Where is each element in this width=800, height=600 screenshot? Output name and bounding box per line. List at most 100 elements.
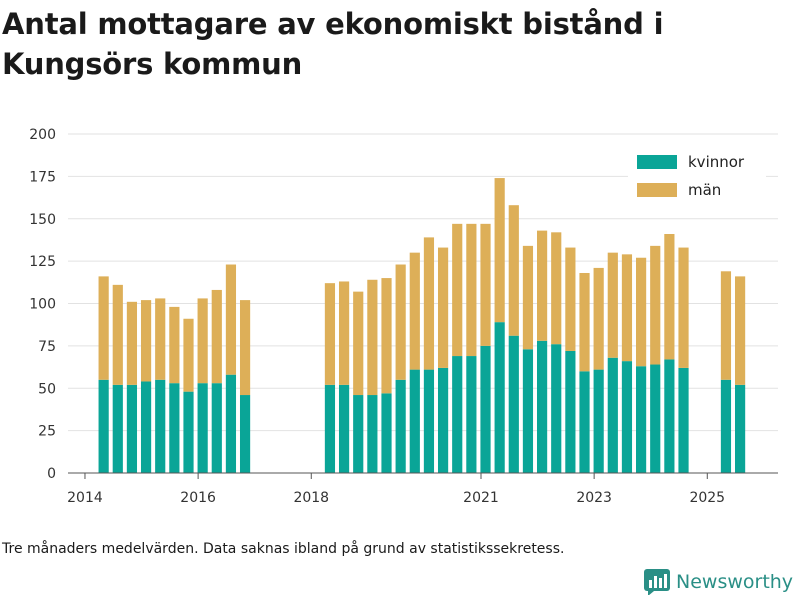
- bar-kvinnor: [466, 356, 477, 473]
- bar-kvinnor: [480, 345, 491, 473]
- bar-män: [211, 289, 222, 384]
- y-tick-label: 0: [47, 466, 56, 482]
- bar-kvinnor: [155, 379, 166, 473]
- bar-män: [353, 291, 364, 396]
- bar-kvinnor: [735, 384, 746, 473]
- bar-kvinnor: [367, 395, 378, 473]
- x-axis: 2014 2016 2018 2021 2023 2025: [67, 472, 778, 506]
- x-tick-label: 2014: [67, 490, 103, 506]
- chart-title: Antal mottagare av ekonomiskt bistånd i …: [2, 7, 664, 81]
- x-tick-label: 2016: [180, 490, 216, 506]
- bar-kvinnor: [225, 374, 237, 473]
- bar-kvinnor: [324, 384, 336, 473]
- bar-män: [367, 279, 378, 396]
- legend-swatch-män: [637, 183, 677, 197]
- bar-kvinnor: [338, 384, 350, 473]
- bar-män: [239, 300, 251, 396]
- brand-logo[interactable]: Newsworthy: [644, 569, 793, 595]
- bar-kvinnor: [720, 379, 732, 473]
- y-tick-label: 50: [38, 381, 56, 397]
- bar-kvinnor: [112, 384, 123, 473]
- legend-label-män: män: [688, 181, 721, 199]
- x-tick-label: 2023: [576, 490, 612, 506]
- legend: kvinnor män: [628, 147, 766, 205]
- bar-män: [536, 230, 548, 341]
- y-tick-label: 100: [29, 297, 56, 313]
- bar-kvinnor: [381, 393, 392, 473]
- y-tick-label: 200: [29, 127, 56, 143]
- bar-män: [621, 254, 633, 362]
- y-tick-label: 125: [29, 254, 56, 270]
- bar-män: [197, 298, 208, 384]
- bar-män: [522, 245, 534, 350]
- legend-swatch-kvinnor: [637, 155, 677, 169]
- bar-män: [636, 257, 647, 367]
- bar-män: [607, 252, 618, 358]
- bar-kvinnor: [508, 335, 519, 473]
- bar-män: [409, 252, 420, 370]
- bar-kvinnor: [409, 369, 420, 473]
- bar-kvinnor: [565, 350, 576, 473]
- bar-kvinnor: [169, 383, 180, 473]
- bar-kvinnor: [522, 349, 534, 473]
- bar-kvinnor: [437, 367, 449, 473]
- bar-män: [140, 300, 152, 382]
- y-tick-label: 175: [29, 169, 56, 185]
- bar-kvinnor: [650, 364, 661, 473]
- bar-kvinnor: [607, 357, 618, 473]
- bar-kvinnor: [664, 359, 675, 473]
- bar-män: [169, 306, 180, 384]
- bar-män: [508, 205, 519, 336]
- bar-män: [565, 247, 576, 351]
- bar-kvinnor: [536, 340, 548, 473]
- bar-series: [98, 178, 746, 473]
- bar-kvinnor: [636, 366, 647, 473]
- x-tick-label: 2025: [689, 490, 725, 506]
- bar-män: [437, 247, 449, 368]
- footnote: Tre månaders medelvärden. Data saknas ib…: [2, 541, 565, 557]
- bar-män: [338, 281, 350, 385]
- bar-kvinnor: [197, 383, 208, 473]
- bar-män: [720, 271, 732, 380]
- bar-kvinnor: [579, 371, 590, 473]
- bar-män: [678, 247, 689, 368]
- bar-män: [480, 223, 491, 346]
- bar-kvinnor: [126, 384, 138, 473]
- bar-män: [650, 245, 661, 365]
- bar-män: [98, 276, 109, 380]
- brand-name: Newsworthy: [676, 571, 794, 593]
- bar-kvinnor: [593, 369, 604, 473]
- bar-kvinnor: [211, 383, 222, 473]
- y-axis-tick-labels: 0 25 50 75 100 125 150 175 200: [29, 127, 56, 482]
- bar-män: [126, 301, 138, 385]
- y-tick-label: 150: [29, 212, 56, 228]
- bar-kvinnor: [452, 356, 463, 473]
- bar-kvinnor: [239, 395, 251, 473]
- bar-kvinnor: [621, 361, 633, 473]
- bar-män: [155, 298, 166, 380]
- x-tick-label: 2018: [293, 490, 329, 506]
- bar-män: [494, 178, 505, 323]
- bar-män: [395, 264, 406, 380]
- bar-kvinnor: [678, 367, 689, 473]
- bar-kvinnor: [98, 379, 109, 473]
- bar-kvinnor: [395, 379, 406, 473]
- bar-män: [452, 223, 463, 357]
- bar-kvinnor: [140, 381, 152, 473]
- bar-män: [579, 272, 590, 372]
- bar-kvinnor: [423, 369, 435, 473]
- bar-män: [381, 278, 392, 394]
- bar-chart-logo-icon: [644, 569, 670, 595]
- bar-män: [466, 223, 477, 357]
- bar-män: [551, 232, 562, 345]
- y-tick-label: 75: [38, 339, 56, 355]
- bar-kvinnor: [353, 395, 364, 473]
- bar-män: [183, 318, 194, 392]
- bar-män: [664, 234, 675, 360]
- x-tick-label: 2021: [463, 490, 499, 506]
- bar-kvinnor: [183, 391, 194, 473]
- bar-kvinnor: [551, 344, 562, 473]
- bar-män: [112, 284, 123, 385]
- bar-män: [593, 267, 604, 370]
